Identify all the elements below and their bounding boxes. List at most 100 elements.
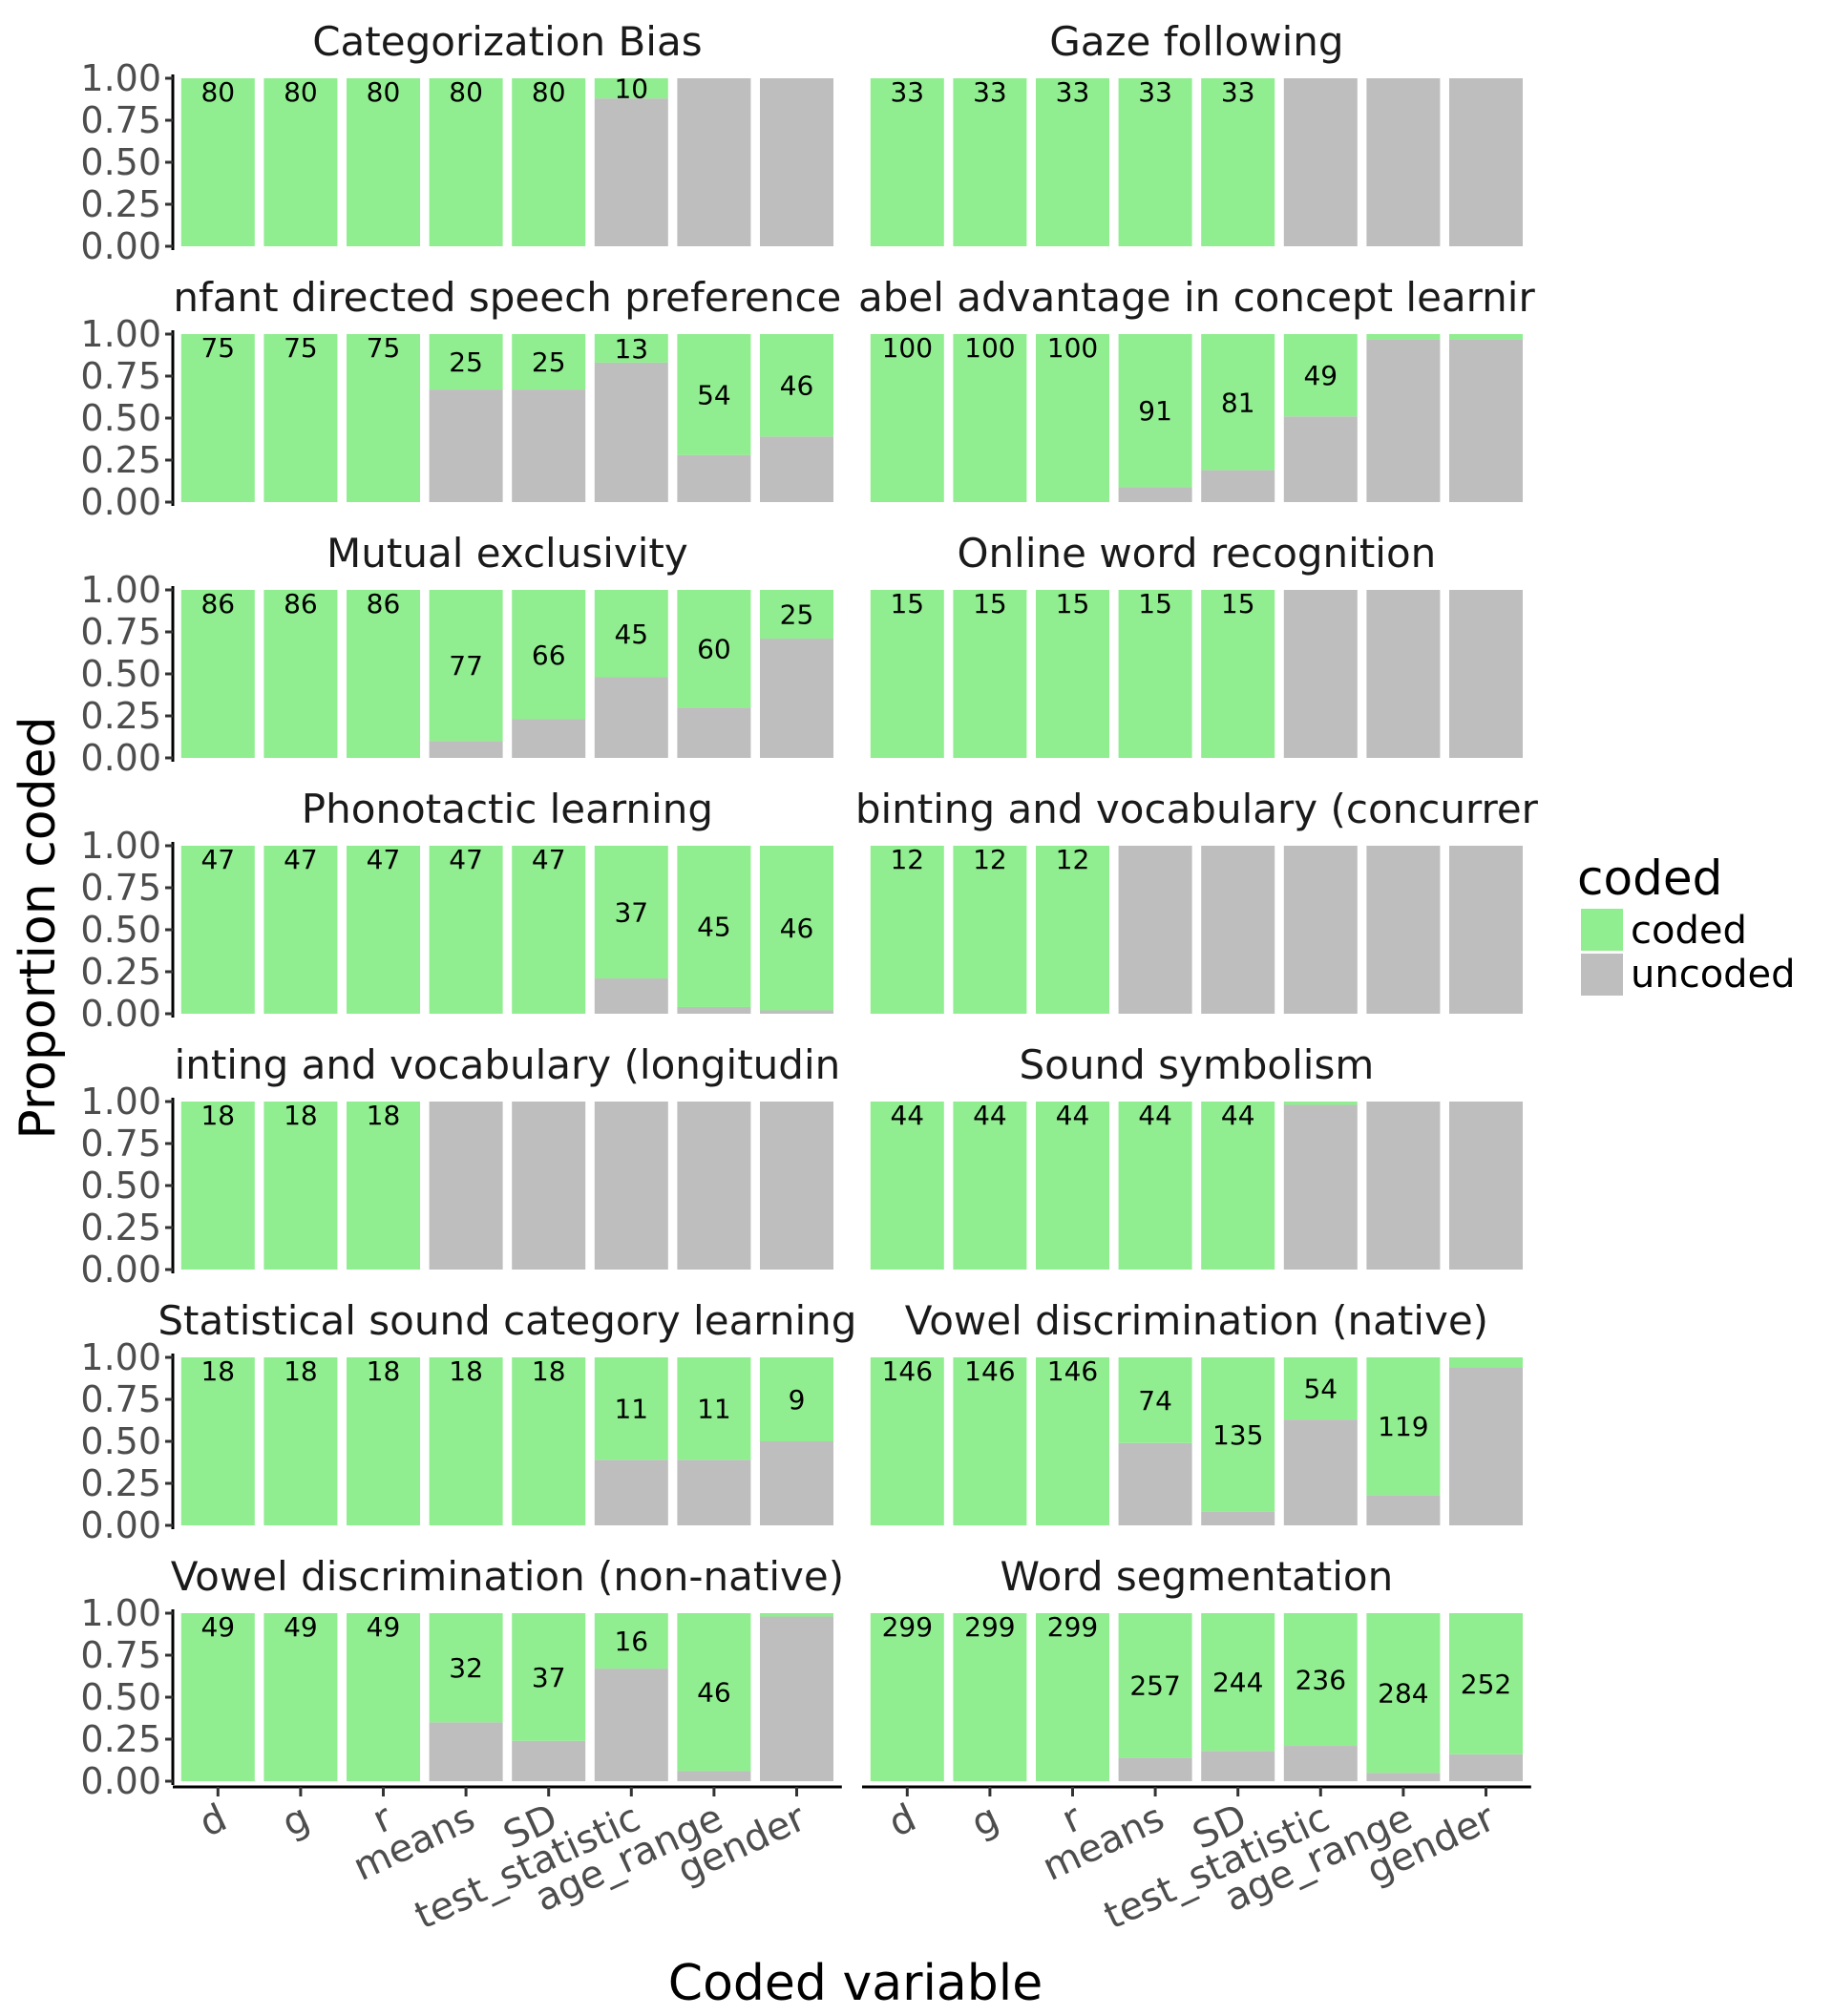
y-tick-label: 0.75	[80, 99, 161, 141]
bar-coded-sd	[512, 590, 586, 720]
bar-coded-r	[347, 1102, 420, 1270]
bar-coded-test-statistic	[1283, 1102, 1358, 1105]
bar-coded-g	[953, 1613, 1027, 1781]
bar-uncoded-test-statistic	[594, 1102, 668, 1270]
y-tick-label: 0.75	[80, 1123, 161, 1165]
y-tick-label: 0.25	[80, 1718, 161, 1760]
facet-categorization-bias: Categorization Bias 80 80 80 80 80 10	[180, 18, 833, 247]
data-label: 74	[1138, 1385, 1172, 1417]
bar-coded-d	[180, 1102, 255, 1270]
data-label: 46	[697, 1677, 731, 1709]
data-label: 25	[780, 599, 814, 631]
legend-label-uncoded: uncoded	[1631, 953, 1796, 997]
data-label: 47	[449, 844, 483, 875]
y-tick-label: 1.00	[80, 57, 161, 99]
data-label: 18	[532, 1355, 566, 1387]
facet-online-word-recognition: Online word recognition 15 15 15 15 15	[870, 530, 1523, 758]
facet-title: nfant directed speech preference	[173, 274, 841, 321]
bar-coded-means	[1118, 1102, 1192, 1270]
data-label: 44	[1056, 1100, 1090, 1131]
bar-coded-d	[870, 1613, 944, 1781]
bar-coded-g	[263, 78, 338, 246]
data-label: 299	[882, 1611, 933, 1643]
bar-uncoded-sd	[512, 1102, 586, 1270]
bar-uncoded-means	[1118, 487, 1192, 502]
data-label: 100	[882, 332, 933, 364]
legend: coded coded uncoded	[1577, 850, 1796, 997]
bar-coded-means	[429, 78, 503, 246]
bar-coded-means	[429, 334, 503, 390]
y-axis-title: Proportion coded	[10, 716, 67, 1139]
bar-coded-gender	[760, 1357, 833, 1441]
y-tick-label: 0.50	[80, 141, 161, 183]
bar-coded-sd	[1201, 1613, 1275, 1752]
data-label: 44	[973, 1100, 1007, 1131]
bar-coded-means	[429, 846, 503, 1014]
facet-title: inting and vocabulary (longitudin	[175, 1041, 841, 1088]
bar-uncoded-gender	[1449, 1754, 1523, 1781]
data-label: 81	[1221, 387, 1255, 418]
bar-uncoded-age-range	[677, 454, 751, 502]
bar-coded-r	[1036, 334, 1109, 502]
bar-uncoded-age-range	[1366, 78, 1441, 246]
data-label: 12	[1056, 844, 1090, 875]
data-label: 18	[200, 1355, 235, 1387]
bar-coded-sd	[1201, 334, 1275, 471]
bar-uncoded-sd	[1201, 1511, 1275, 1525]
data-label: 75	[200, 332, 235, 364]
facet-inting-and-vocabulary-longitudin: inting and vocabulary (longitudin 18 18 18	[175, 1041, 841, 1270]
bar-coded-d	[180, 334, 255, 502]
bar-coded-d	[180, 78, 255, 246]
bar-uncoded-test-statistic	[594, 978, 668, 1014]
data-label: 45	[614, 619, 648, 650]
bar-coded-gender	[1449, 334, 1523, 340]
bar-uncoded-sd	[1201, 1751, 1275, 1781]
bar-coded-test-statistic	[594, 846, 668, 979]
bar-coded-g	[953, 78, 1027, 246]
data-label: 47	[532, 844, 566, 875]
facet-phonotactic-learning: Phonotactic learning 47 47 47 47 47 37 45 46	[180, 786, 833, 1014]
data-label: 86	[200, 588, 235, 620]
data-label: 18	[284, 1100, 318, 1131]
bar-uncoded-gender	[760, 1441, 833, 1525]
facet-title: Mutual exclusivity	[327, 530, 688, 577]
bar-coded-r	[347, 590, 420, 758]
bar-coded-sd	[1201, 1102, 1275, 1270]
facet-statistical-sound-category-learning: Statistical sound category learning 18 18 1…	[158, 1297, 856, 1525]
bar-uncoded-gender	[1449, 78, 1523, 246]
bar-coded-g	[263, 1357, 338, 1525]
bar-uncoded-gender	[760, 1010, 833, 1014]
bar-coded-gender	[760, 334, 833, 437]
data-label: 284	[1378, 1678, 1428, 1710]
bar-coded-r	[1036, 1613, 1109, 1781]
y-tick-label: 0.25	[80, 1462, 161, 1504]
bar-coded-r	[347, 1357, 420, 1525]
data-label: 80	[200, 76, 235, 108]
data-label: 46	[780, 913, 814, 944]
legend-label-coded: coded	[1631, 909, 1747, 953]
facet-title: Statistical sound category learning	[158, 1297, 856, 1344]
data-label: 47	[284, 844, 318, 875]
bar-coded-g	[263, 1613, 338, 1781]
bar-coded-means	[1118, 78, 1192, 246]
facet-title: Phonotactic learning	[302, 786, 713, 832]
facet-vowel-discrimination-non-native: Vowel discrimination (non-native) 49 49 49 3…	[171, 1553, 844, 1781]
bar-coded-means	[429, 590, 503, 742]
bar-coded-g	[263, 590, 338, 758]
bar-coded-sd	[512, 78, 586, 246]
bar-coded-means	[429, 1357, 503, 1525]
data-label: 80	[532, 76, 566, 108]
bar-uncoded-age-range	[1366, 1102, 1441, 1270]
bar-coded-sd	[1201, 1357, 1275, 1512]
bar-coded-test-statistic	[594, 78, 668, 99]
facet-title: binting and vocabulary (concurrer	[855, 786, 1539, 832]
bar-coded-r	[1036, 1357, 1109, 1525]
facet-vowel-discrimination-native: Vowel discrimination (native) 146 146 146 74…	[870, 1297, 1523, 1525]
y-tick-label: 0.00	[80, 1760, 161, 1802]
bar-coded-age-range	[1366, 1613, 1441, 1774]
data-label: 33	[1221, 76, 1255, 108]
data-label: 15	[1056, 588, 1090, 620]
y-tick-label: 1.00	[80, 1592, 161, 1634]
y-tick-label: 0.00	[80, 481, 161, 523]
